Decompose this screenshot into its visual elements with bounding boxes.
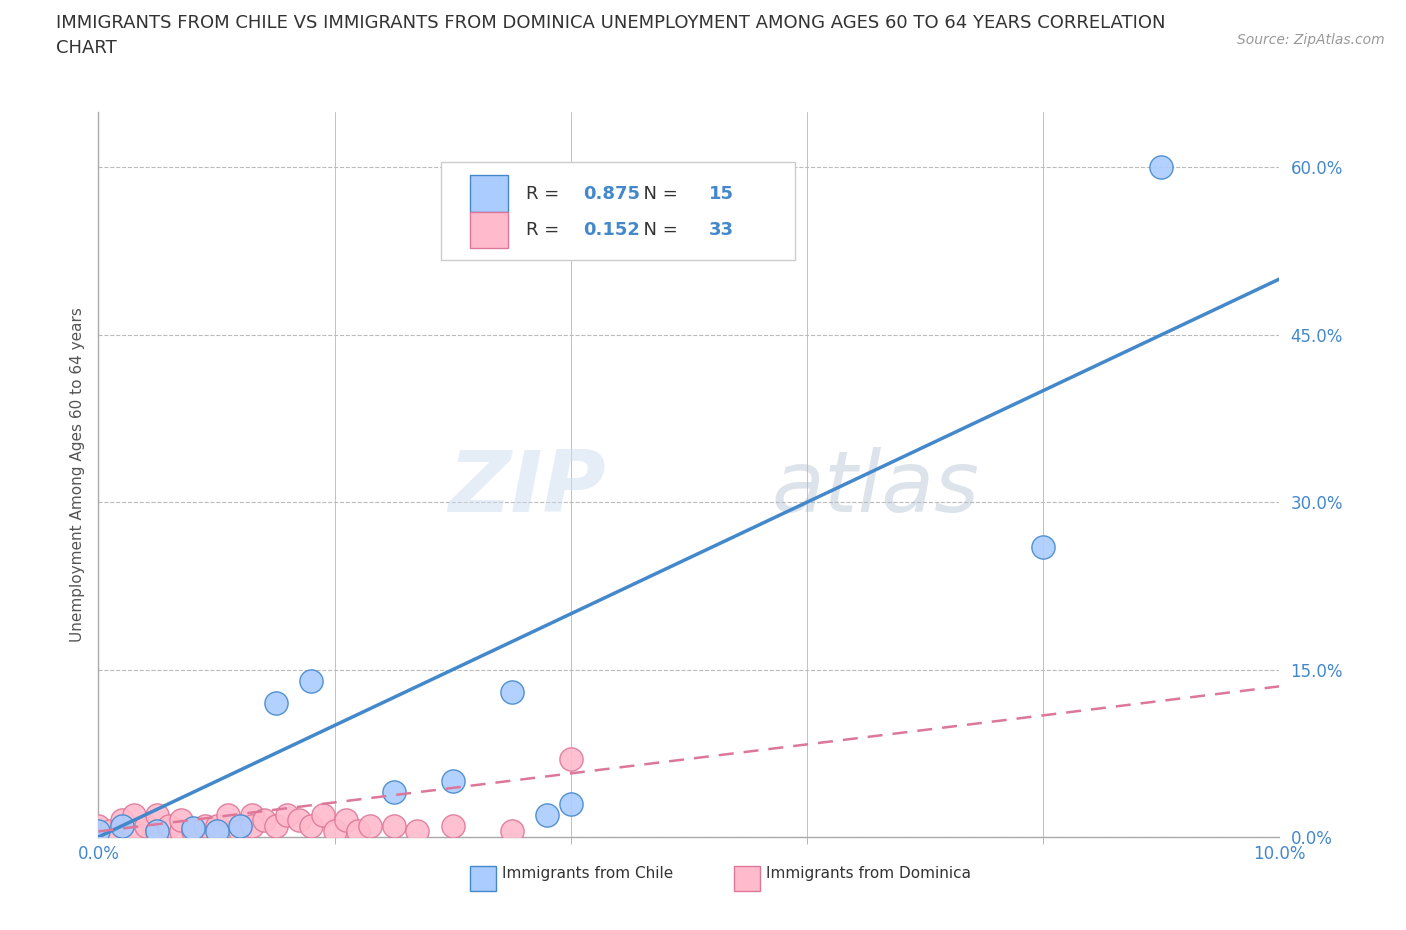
Point xyxy=(382,818,405,833)
Point xyxy=(299,673,322,688)
Point xyxy=(229,818,252,833)
Point xyxy=(382,785,405,800)
Text: N =: N = xyxy=(633,184,683,203)
Point xyxy=(441,774,464,789)
Bar xyxy=(734,866,759,891)
Point xyxy=(406,824,429,839)
Point xyxy=(359,818,381,833)
Text: 0.152: 0.152 xyxy=(582,220,640,239)
Point xyxy=(170,813,193,828)
Point xyxy=(135,818,157,833)
Point xyxy=(122,824,145,839)
Text: Immigrants from Dominica: Immigrants from Dominica xyxy=(766,866,970,881)
Point xyxy=(217,807,239,822)
Text: R =: R = xyxy=(526,220,565,239)
Point xyxy=(560,796,582,811)
Point xyxy=(501,824,523,839)
Point xyxy=(347,824,370,839)
Point xyxy=(111,813,134,828)
Y-axis label: Unemployment Among Ages 60 to 64 years: Unemployment Among Ages 60 to 64 years xyxy=(69,307,84,642)
Point xyxy=(229,824,252,839)
Point xyxy=(157,818,180,833)
Point xyxy=(240,818,263,833)
Point xyxy=(240,807,263,822)
Point xyxy=(111,818,134,833)
Point xyxy=(87,818,110,833)
Point xyxy=(181,824,204,839)
Point xyxy=(501,684,523,699)
Text: R =: R = xyxy=(526,184,565,203)
Text: CHART: CHART xyxy=(56,39,117,57)
Text: 33: 33 xyxy=(709,220,734,239)
Point xyxy=(536,807,558,822)
Point xyxy=(122,807,145,822)
Point xyxy=(264,818,287,833)
Point xyxy=(98,824,121,839)
Point xyxy=(288,813,311,828)
Bar xyxy=(471,176,508,212)
Point xyxy=(560,751,582,766)
Point xyxy=(205,818,228,833)
Point xyxy=(170,824,193,839)
Point xyxy=(335,813,357,828)
Bar xyxy=(471,212,508,248)
Text: 0.875: 0.875 xyxy=(582,184,640,203)
Point xyxy=(299,818,322,833)
Point xyxy=(181,820,204,835)
Text: N =: N = xyxy=(633,220,683,239)
Point xyxy=(146,807,169,822)
Text: IMMIGRANTS FROM CHILE VS IMMIGRANTS FROM DOMINICA UNEMPLOYMENT AMONG AGES 60 TO : IMMIGRANTS FROM CHILE VS IMMIGRANTS FROM… xyxy=(56,14,1166,32)
Point xyxy=(146,824,169,839)
FancyBboxPatch shape xyxy=(441,163,796,260)
Point xyxy=(194,818,217,833)
Text: ZIP: ZIP xyxy=(449,447,606,530)
Point xyxy=(441,818,464,833)
Text: Source: ZipAtlas.com: Source: ZipAtlas.com xyxy=(1237,33,1385,46)
Text: atlas: atlas xyxy=(772,447,980,530)
Text: 15: 15 xyxy=(709,184,734,203)
Point xyxy=(1032,539,1054,554)
Point xyxy=(87,824,110,839)
Point xyxy=(253,813,276,828)
Text: Immigrants from Chile: Immigrants from Chile xyxy=(502,866,673,881)
Point xyxy=(276,807,298,822)
Point xyxy=(146,824,169,839)
Point xyxy=(323,824,346,839)
Point xyxy=(264,696,287,711)
Point xyxy=(312,807,335,822)
Point xyxy=(205,824,228,839)
Point xyxy=(1150,160,1173,175)
Bar xyxy=(471,866,496,891)
